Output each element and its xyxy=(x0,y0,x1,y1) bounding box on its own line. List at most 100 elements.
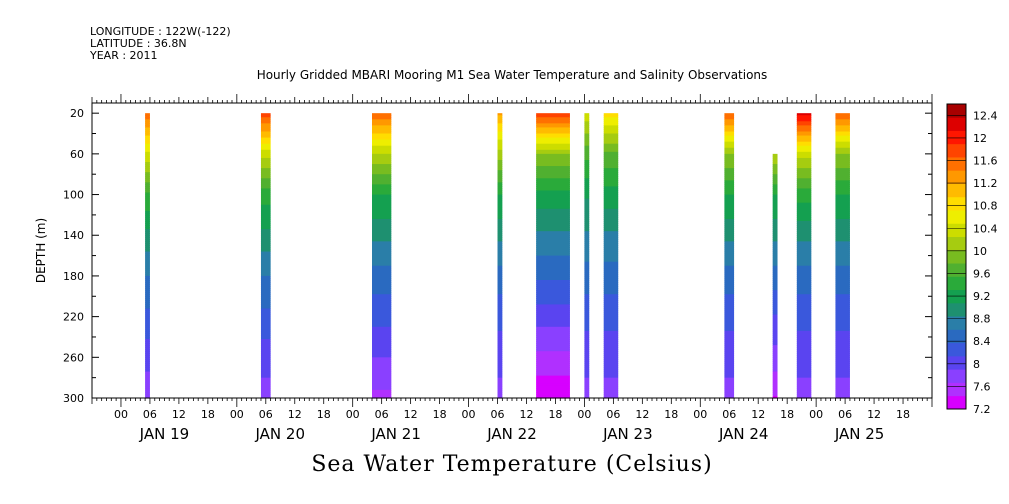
temperature-cell xyxy=(724,225,735,228)
profile-segment xyxy=(536,113,570,399)
temperature-cell xyxy=(536,241,570,244)
temperature-cell xyxy=(772,375,778,379)
temperature-cell xyxy=(724,139,735,143)
temperature-cell xyxy=(772,387,778,391)
temperature-cell xyxy=(145,208,150,212)
temperature-cell xyxy=(260,326,271,330)
temperature-cell xyxy=(835,257,850,261)
temperature-cell xyxy=(584,267,590,271)
temperature-cell xyxy=(497,284,503,287)
temperature-cell xyxy=(260,231,271,234)
temperature-cell xyxy=(724,125,735,129)
temperature-cell xyxy=(584,188,590,192)
temperature-cell xyxy=(536,129,570,133)
temperature-cell xyxy=(772,379,778,383)
temperature-cell xyxy=(497,255,503,259)
temperature-cell xyxy=(772,383,778,387)
temperature-cell xyxy=(145,330,150,334)
temperature-cell xyxy=(835,284,850,287)
temperature-cell xyxy=(260,357,271,360)
temperature-cell xyxy=(835,280,850,283)
temperature-cell xyxy=(724,265,735,269)
temperature-cell xyxy=(603,227,619,230)
temperature-cell xyxy=(497,131,503,135)
temperature-cell xyxy=(497,174,503,177)
temperature-cell xyxy=(536,332,570,336)
temperature-cell xyxy=(260,288,271,291)
temperature-cell xyxy=(796,282,812,285)
temperature-cell xyxy=(772,198,778,202)
temperature-cell xyxy=(796,347,812,350)
temperature-cell xyxy=(603,180,619,183)
temperature-cell xyxy=(772,229,778,232)
temperature-cell xyxy=(372,178,392,181)
temperature-cell xyxy=(796,137,812,141)
temperature-cell xyxy=(603,151,619,155)
temperature-cell xyxy=(796,300,812,303)
temperature-cell xyxy=(603,326,619,330)
temperature-cell xyxy=(835,391,850,395)
temperature-cell xyxy=(497,339,503,342)
temperature-cell xyxy=(372,249,392,253)
colorbar-cell xyxy=(947,355,966,370)
temperature-cell xyxy=(584,139,590,143)
temperature-cell xyxy=(260,174,271,177)
temperature-cell xyxy=(603,235,619,238)
x-hour-label: 00 xyxy=(346,408,360,421)
temperature-cell xyxy=(584,202,590,206)
temperature-cell xyxy=(584,304,590,308)
colorbar-label: 12.4 xyxy=(973,109,998,122)
temperature-cell xyxy=(835,216,850,220)
temperature-cell xyxy=(835,298,850,301)
temperature-cell xyxy=(145,379,150,383)
temperature-cell xyxy=(536,180,570,183)
temperature-cell xyxy=(835,131,850,135)
temperature-cell xyxy=(260,155,271,159)
temperature-cell xyxy=(260,377,271,381)
temperature-cell xyxy=(772,231,778,234)
temperature-cell xyxy=(372,271,392,275)
temperature-cell xyxy=(497,363,503,367)
temperature-cell xyxy=(260,365,271,369)
temperature-cell xyxy=(497,237,503,240)
temperature-cell xyxy=(724,141,735,145)
temperature-cell xyxy=(145,145,150,149)
temperature-cell xyxy=(796,265,812,269)
temperature-cell xyxy=(145,381,150,385)
temperature-cell xyxy=(497,316,503,320)
temperature-cell xyxy=(724,182,735,185)
temperature-cell xyxy=(536,383,570,387)
temperature-cell xyxy=(796,145,812,149)
temperature-cell xyxy=(497,186,503,190)
temperature-cell xyxy=(835,206,850,210)
temperature-cell xyxy=(145,345,150,348)
temperature-cell xyxy=(584,294,590,297)
temperature-cell xyxy=(497,288,503,291)
temperature-cell xyxy=(497,216,503,220)
temperature-cell xyxy=(584,117,590,120)
temperature-cell xyxy=(796,306,812,310)
temperature-cell xyxy=(796,182,812,185)
temperature-cell xyxy=(796,334,812,338)
temperature-cell xyxy=(772,157,778,161)
temperature-cell xyxy=(724,294,735,297)
temperature-cell xyxy=(260,369,271,373)
temperature-cell xyxy=(835,139,850,143)
temperature-cell xyxy=(796,371,812,375)
temperature-cell xyxy=(796,273,812,277)
temperature-cell xyxy=(772,339,778,342)
temperature-cell xyxy=(372,306,392,310)
temperature-cell xyxy=(796,379,812,383)
temperature-cell xyxy=(603,168,619,171)
temperature-cell xyxy=(260,395,271,399)
temperature-cell xyxy=(497,188,503,192)
temperature-cell xyxy=(772,192,778,196)
temperature-cell xyxy=(603,318,619,322)
x-day-label: JAN 24 xyxy=(718,425,769,443)
temperature-cell xyxy=(497,280,503,283)
temperature-cell xyxy=(372,308,392,312)
temperature-cell xyxy=(835,117,850,120)
temperature-cell xyxy=(796,127,812,131)
temperature-cell xyxy=(497,349,503,352)
temperature-cell xyxy=(724,296,735,299)
